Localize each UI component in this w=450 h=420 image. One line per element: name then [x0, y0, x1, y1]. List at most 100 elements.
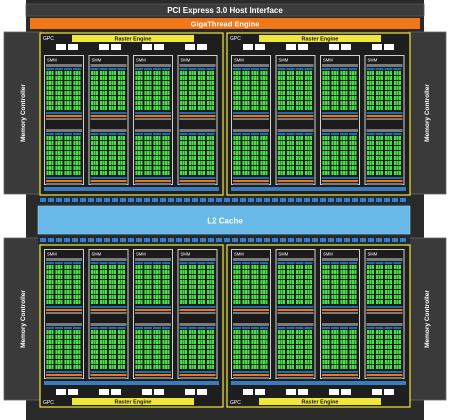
- cuda-core: [149, 146, 152, 150]
- smm-dispatch-row: [135, 258, 171, 261]
- cuda-core: [140, 141, 143, 145]
- cuda-core: [193, 81, 196, 85]
- cuda-core: [57, 166, 60, 170]
- polymorph-engine-link: [197, 44, 207, 50]
- cuda-core: [75, 340, 78, 344]
- cuda-core: [153, 365, 156, 369]
- l2-slice-top: [152, 198, 158, 202]
- cuda-core: [153, 345, 156, 349]
- cuda-core: [140, 350, 143, 354]
- cuda-core: [295, 365, 298, 369]
- cuda-core: [66, 270, 69, 274]
- smm-load-store-row: [46, 112, 82, 114]
- cuda-core: [322, 151, 325, 155]
- cuda-core: [345, 71, 348, 75]
- cuda-core: [233, 96, 236, 100]
- cuda-core: [135, 335, 138, 339]
- cuda-core: [265, 71, 268, 75]
- cuda-core: [286, 106, 289, 110]
- cuda-core: [137, 355, 140, 359]
- cuda-core: [144, 365, 147, 369]
- cuda-core: [46, 156, 49, 160]
- cuda-core: [202, 96, 205, 100]
- cuda-core: [277, 106, 280, 110]
- smm-texture-row: [233, 118, 269, 120]
- cuda-core: [108, 290, 111, 294]
- cuda-core: [167, 270, 170, 274]
- cuda-core: [307, 295, 310, 299]
- cuda-core: [235, 280, 238, 284]
- cuda-core: [60, 76, 63, 80]
- cuda-core: [137, 300, 140, 304]
- cuda-core: [167, 280, 170, 284]
- cuda-core: [298, 285, 301, 289]
- smm-register-file: [322, 133, 330, 135]
- cuda-core: [380, 76, 383, 80]
- cuda-core: [113, 340, 116, 344]
- cuda-core: [304, 365, 307, 369]
- cuda-core: [389, 101, 392, 105]
- smm-register-file: [179, 133, 188, 135]
- cuda-core: [389, 285, 392, 289]
- cuda-core: [64, 141, 67, 145]
- cuda-core: [66, 71, 69, 75]
- cuda-core: [282, 345, 285, 349]
- cuda-core: [371, 280, 374, 284]
- cuda-core: [184, 295, 187, 299]
- cuda-core: [336, 151, 339, 155]
- cuda-core: [260, 76, 263, 80]
- cuda-core: [247, 265, 250, 269]
- cuda-core: [298, 335, 301, 339]
- cuda-core: [108, 335, 111, 339]
- cuda-core: [57, 151, 60, 155]
- cuda-core: [333, 71, 336, 75]
- cuda-core: [265, 166, 268, 170]
- cuda-core: [340, 156, 343, 160]
- cuda-core: [291, 156, 294, 160]
- cuda-core: [242, 330, 245, 334]
- cuda-core: [286, 330, 289, 334]
- polymorph-engine-link: [243, 44, 253, 50]
- cuda-core: [384, 270, 387, 274]
- smm-register-file: [64, 133, 72, 135]
- cuda-core: [188, 300, 191, 304]
- cuda-core: [354, 275, 357, 279]
- cuda-core: [251, 340, 254, 344]
- cuda-core: [286, 365, 289, 369]
- cuda-core: [60, 270, 63, 274]
- cuda-core: [140, 285, 143, 289]
- cuda-core: [113, 295, 116, 299]
- cuda-core: [102, 71, 105, 75]
- smm-register-file: [108, 133, 117, 135]
- cuda-core: [104, 270, 107, 274]
- polymorph-engine-link: [384, 389, 394, 395]
- cuda-core: [104, 280, 107, 284]
- cuda-core: [387, 350, 390, 354]
- cuda-core: [238, 280, 241, 284]
- smm-block: SMM: [231, 55, 271, 185]
- cuda-core: [280, 345, 283, 349]
- smm-special-function-row: [322, 115, 358, 117]
- cuda-core: [251, 355, 254, 359]
- cuda-core: [57, 71, 60, 75]
- cuda-core: [64, 161, 67, 165]
- cuda-core: [280, 360, 283, 364]
- cuda-core: [309, 96, 312, 100]
- cuda-core: [265, 76, 268, 80]
- memory-controller-left-bottom: Memory Controller: [3, 237, 43, 401]
- cuda-core: [238, 91, 241, 95]
- cuda-core: [251, 71, 254, 75]
- cuda-core: [235, 270, 238, 274]
- smm-register-file: [144, 133, 152, 135]
- cuda-core: [345, 350, 348, 354]
- cuda-core: [122, 161, 125, 165]
- cuda-core: [340, 136, 343, 140]
- cuda-core: [298, 345, 301, 349]
- cuda-core: [277, 270, 280, 274]
- cuda-core: [369, 275, 372, 279]
- cuda-core: [289, 141, 292, 145]
- smm-register-file: [197, 133, 206, 135]
- cuda-core: [99, 275, 102, 279]
- cuda-core: [144, 290, 147, 294]
- cuda-core: [193, 106, 196, 110]
